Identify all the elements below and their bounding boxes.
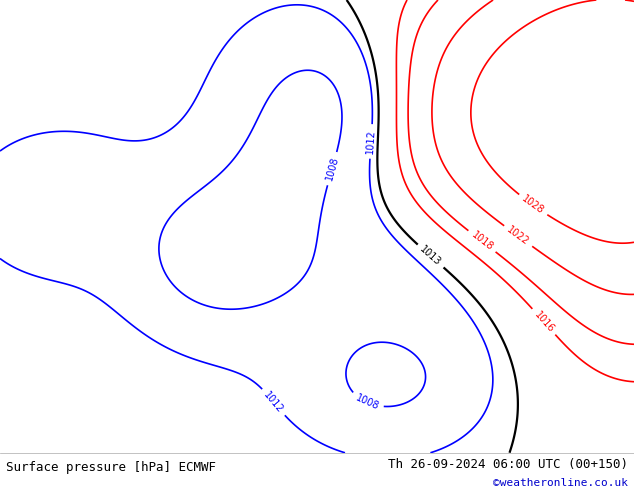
Text: 1012: 1012 (262, 390, 285, 415)
Text: Th 26-09-2024 06:00 UTC (00+150): Th 26-09-2024 06:00 UTC (00+150) (387, 458, 628, 471)
Text: 1008: 1008 (324, 155, 340, 182)
Text: 1012: 1012 (365, 129, 377, 154)
Text: 1018: 1018 (469, 230, 495, 253)
Text: 1028: 1028 (520, 194, 546, 216)
Text: 1008: 1008 (354, 393, 380, 412)
Text: 1022: 1022 (505, 225, 531, 247)
Text: ©weatheronline.co.uk: ©weatheronline.co.uk (493, 478, 628, 489)
Text: 1016: 1016 (532, 309, 556, 334)
Text: Surface pressure [hPa] ECMWF: Surface pressure [hPa] ECMWF (6, 461, 216, 474)
Text: 1013: 1013 (418, 244, 443, 268)
